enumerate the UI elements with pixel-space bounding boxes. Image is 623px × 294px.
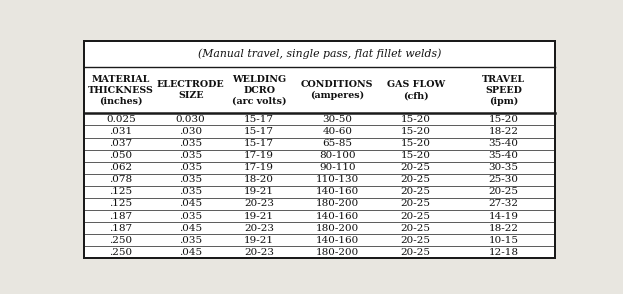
Text: 15-20: 15-20 [488, 115, 518, 124]
Text: 35-40: 35-40 [488, 139, 518, 148]
Text: 19-21: 19-21 [244, 236, 274, 245]
Text: .187: .187 [109, 223, 133, 233]
Text: 0.025: 0.025 [106, 115, 136, 124]
Text: .031: .031 [109, 127, 133, 136]
Text: 30-50: 30-50 [322, 115, 352, 124]
Text: .250: .250 [109, 236, 133, 245]
Text: .062: .062 [109, 163, 133, 172]
Text: 18-20: 18-20 [244, 175, 274, 184]
Text: 20-23: 20-23 [244, 248, 274, 257]
Text: .035: .035 [179, 163, 202, 172]
Text: 20-25: 20-25 [401, 175, 430, 184]
Text: 17-19: 17-19 [244, 151, 274, 160]
Text: .030: .030 [179, 127, 202, 136]
Text: 10-15: 10-15 [488, 236, 518, 245]
Text: .035: .035 [179, 139, 202, 148]
Text: 20-25: 20-25 [401, 223, 430, 233]
Text: MATERIAL
THICKNESS
(inches): MATERIAL THICKNESS (inches) [88, 75, 154, 106]
Text: 15-17: 15-17 [244, 127, 274, 136]
Text: 140-160: 140-160 [316, 211, 359, 220]
Text: 18-22: 18-22 [488, 127, 518, 136]
Text: 27-32: 27-32 [488, 199, 518, 208]
Text: .035: .035 [179, 187, 202, 196]
Text: .050: .050 [109, 151, 133, 160]
Text: .187: .187 [109, 211, 133, 220]
Text: 0.030: 0.030 [176, 115, 206, 124]
Text: 80-100: 80-100 [319, 151, 356, 160]
Text: 180-200: 180-200 [316, 199, 359, 208]
Text: 15-20: 15-20 [401, 151, 430, 160]
Text: CONDITIONS
(amperes): CONDITIONS (amperes) [301, 80, 373, 100]
Text: .035: .035 [179, 151, 202, 160]
Text: 20-25: 20-25 [401, 163, 430, 172]
Text: 14-19: 14-19 [488, 211, 518, 220]
Text: 20-25: 20-25 [401, 236, 430, 245]
Text: 19-21: 19-21 [244, 211, 274, 220]
Text: 140-160: 140-160 [316, 187, 359, 196]
Text: 25-30: 25-30 [488, 175, 518, 184]
Text: 15-20: 15-20 [401, 139, 430, 148]
Text: 15-20: 15-20 [401, 115, 430, 124]
Text: 17-19: 17-19 [244, 163, 274, 172]
Text: 110-130: 110-130 [316, 175, 359, 184]
Text: 35-40: 35-40 [488, 151, 518, 160]
Text: 20-25: 20-25 [401, 211, 430, 220]
Text: .125: .125 [109, 187, 133, 196]
Text: .037: .037 [109, 139, 133, 148]
Text: 20-23: 20-23 [244, 199, 274, 208]
Text: 15-17: 15-17 [244, 139, 274, 148]
Text: GAS FLOW
(cfh): GAS FLOW (cfh) [387, 80, 445, 100]
Text: 19-21: 19-21 [244, 187, 274, 196]
Text: 20-25: 20-25 [488, 187, 518, 196]
Text: 12-18: 12-18 [488, 248, 518, 257]
Text: .045: .045 [179, 199, 202, 208]
Text: TRAVEL
SPEED
(ipm): TRAVEL SPEED (ipm) [482, 75, 525, 106]
Text: 15-20: 15-20 [401, 127, 430, 136]
Text: 20-25: 20-25 [401, 187, 430, 196]
Text: 40-60: 40-60 [322, 127, 352, 136]
Text: WELDING
DCRO
(arc volts): WELDING DCRO (arc volts) [232, 75, 287, 106]
Text: ELECTRODE
SIZE: ELECTRODE SIZE [157, 80, 224, 100]
Text: 180-200: 180-200 [316, 223, 359, 233]
Text: .078: .078 [109, 175, 133, 184]
Text: 20-25: 20-25 [401, 248, 430, 257]
Text: 18-22: 18-22 [488, 223, 518, 233]
Text: 20-25: 20-25 [401, 199, 430, 208]
Text: 65-85: 65-85 [322, 139, 352, 148]
Text: .045: .045 [179, 248, 202, 257]
Text: .045: .045 [179, 223, 202, 233]
Text: 140-160: 140-160 [316, 236, 359, 245]
Text: (Manual travel, single pass, flat fillet welds): (Manual travel, single pass, flat fillet… [197, 49, 441, 59]
Text: .250: .250 [109, 248, 133, 257]
Text: 180-200: 180-200 [316, 248, 359, 257]
Text: .035: .035 [179, 175, 202, 184]
Text: 30-35: 30-35 [488, 163, 518, 172]
Text: .035: .035 [179, 236, 202, 245]
Text: .125: .125 [109, 199, 133, 208]
Text: 90-110: 90-110 [319, 163, 356, 172]
Text: 15-17: 15-17 [244, 115, 274, 124]
Text: 20-23: 20-23 [244, 223, 274, 233]
Text: .035: .035 [179, 211, 202, 220]
